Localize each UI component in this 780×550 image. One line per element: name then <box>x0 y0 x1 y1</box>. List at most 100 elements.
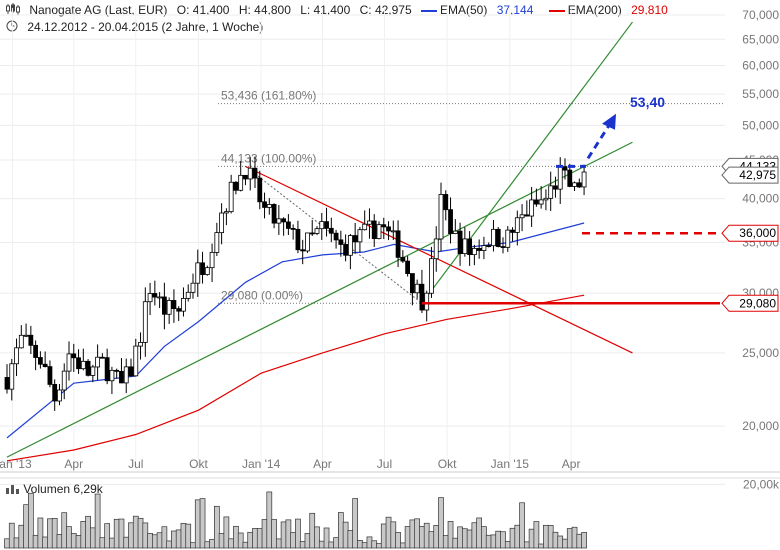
ema50-legend: EMA(50) 37,144 <box>421 3 539 17</box>
candle-body <box>381 224 387 228</box>
volume-bar <box>75 535 82 549</box>
candle-body <box>262 201 267 208</box>
volume-bar <box>576 533 583 549</box>
volume-bar <box>142 522 149 549</box>
candle-body <box>71 353 77 359</box>
volume-bar <box>323 527 330 549</box>
retracement-connector <box>245 165 423 304</box>
green-trendline <box>6 141 633 458</box>
date-range: 24.12.2012 - 20.04.2015 (2 Jahre, 1 Woch… <box>27 20 264 34</box>
ohlc-row: Nanogate AG (Last, EUR) O: 41,400 H: 44,… <box>6 2 680 19</box>
volume-bar <box>70 533 77 549</box>
y-tick-label: 55,000 <box>742 87 779 101</box>
candle-body <box>142 301 148 343</box>
candle-body <box>133 345 139 377</box>
candle-body <box>90 366 96 376</box>
fibonacci-levels: 53,436 (161.80%) 44,133 (100.00%) 29,080 (… <box>218 89 725 304</box>
volume-bar <box>361 542 368 549</box>
candle-body <box>166 300 172 315</box>
candle-body <box>109 369 115 382</box>
x-tick-label: Jul <box>377 457 392 471</box>
candle-body <box>495 228 501 247</box>
x-tick-label: Jan '13 <box>0 457 32 471</box>
volume-bar <box>89 527 96 549</box>
candle-body <box>519 214 525 219</box>
candle-body <box>295 228 301 251</box>
x-tick-label: Apr <box>64 457 83 471</box>
candle-body <box>171 300 177 309</box>
chart-type-icon[interactable] <box>6 3 23 17</box>
candle-body <box>400 256 406 262</box>
candle-body <box>209 251 215 269</box>
volume-bar <box>275 538 282 549</box>
volume-bar <box>61 512 68 549</box>
volume-bar <box>485 534 492 549</box>
fibonacci-label: 44,133 (100.00%) <box>221 151 316 165</box>
price-tag-box <box>721 224 779 242</box>
candle-body <box>200 262 205 275</box>
candle-body <box>448 209 453 234</box>
volume-bar <box>299 541 306 549</box>
volume-bar <box>371 540 378 549</box>
volume-bar <box>261 519 268 549</box>
candle-body <box>471 248 477 256</box>
volume-bar <box>442 535 449 549</box>
volume-bar <box>156 532 163 549</box>
volume-bar <box>271 519 277 549</box>
candle-body <box>481 245 487 251</box>
volume-bar <box>543 524 549 549</box>
volume-bar <box>457 526 463 549</box>
volume-bar <box>194 499 201 549</box>
price-tag-label: 36,000 <box>739 226 776 240</box>
volume-bar <box>80 521 87 549</box>
candle-body <box>500 246 506 248</box>
volume-bar <box>132 515 139 549</box>
y-tick-label: 40,000 <box>742 192 779 206</box>
x-tick-label: Okt <box>438 457 457 471</box>
candle-body <box>553 185 558 190</box>
candle-body <box>338 239 344 245</box>
volume-bar <box>552 531 559 549</box>
volume-bar <box>137 517 144 549</box>
candle-body <box>352 235 358 243</box>
candle-body <box>52 384 58 402</box>
candle-body <box>376 224 382 239</box>
candle-body <box>233 181 239 191</box>
volume-bar <box>242 541 249 549</box>
ema50-label: EMA(50) <box>440 3 488 17</box>
candle-body <box>433 238 439 260</box>
volume-bar <box>304 533 311 549</box>
ema200-line <box>6 294 585 462</box>
target-label: 53,40 <box>630 94 665 110</box>
candle-body <box>276 218 282 224</box>
candle-body <box>576 182 582 188</box>
ema200-value: 29,810 <box>631 3 668 17</box>
volume-bar <box>566 528 573 549</box>
volume-bar <box>290 532 297 549</box>
volume-bar <box>13 537 20 549</box>
candle-body <box>395 230 401 258</box>
volume-bar <box>104 523 111 549</box>
volume-bar <box>161 526 168 549</box>
x-tick-label: Jul <box>128 457 143 471</box>
volume-bar <box>366 536 373 549</box>
candle-body <box>367 220 372 225</box>
volume-bar <box>337 512 344 549</box>
volume-bar <box>66 526 72 549</box>
candle-body <box>491 228 496 247</box>
volume-bar <box>233 525 239 549</box>
candle-body <box>533 199 539 205</box>
candle-body <box>386 226 391 232</box>
volume-bar <box>213 505 220 549</box>
candle-body <box>333 232 339 241</box>
candle-body <box>390 230 396 233</box>
candle-body <box>266 204 272 208</box>
candle-body <box>357 229 363 243</box>
volume-bar <box>47 518 53 549</box>
candle-body <box>42 363 48 368</box>
volume-bar <box>18 524 25 549</box>
y-tick-label: 65,000 <box>742 32 779 46</box>
volume-bar <box>32 534 39 549</box>
candle-body <box>438 194 444 240</box>
